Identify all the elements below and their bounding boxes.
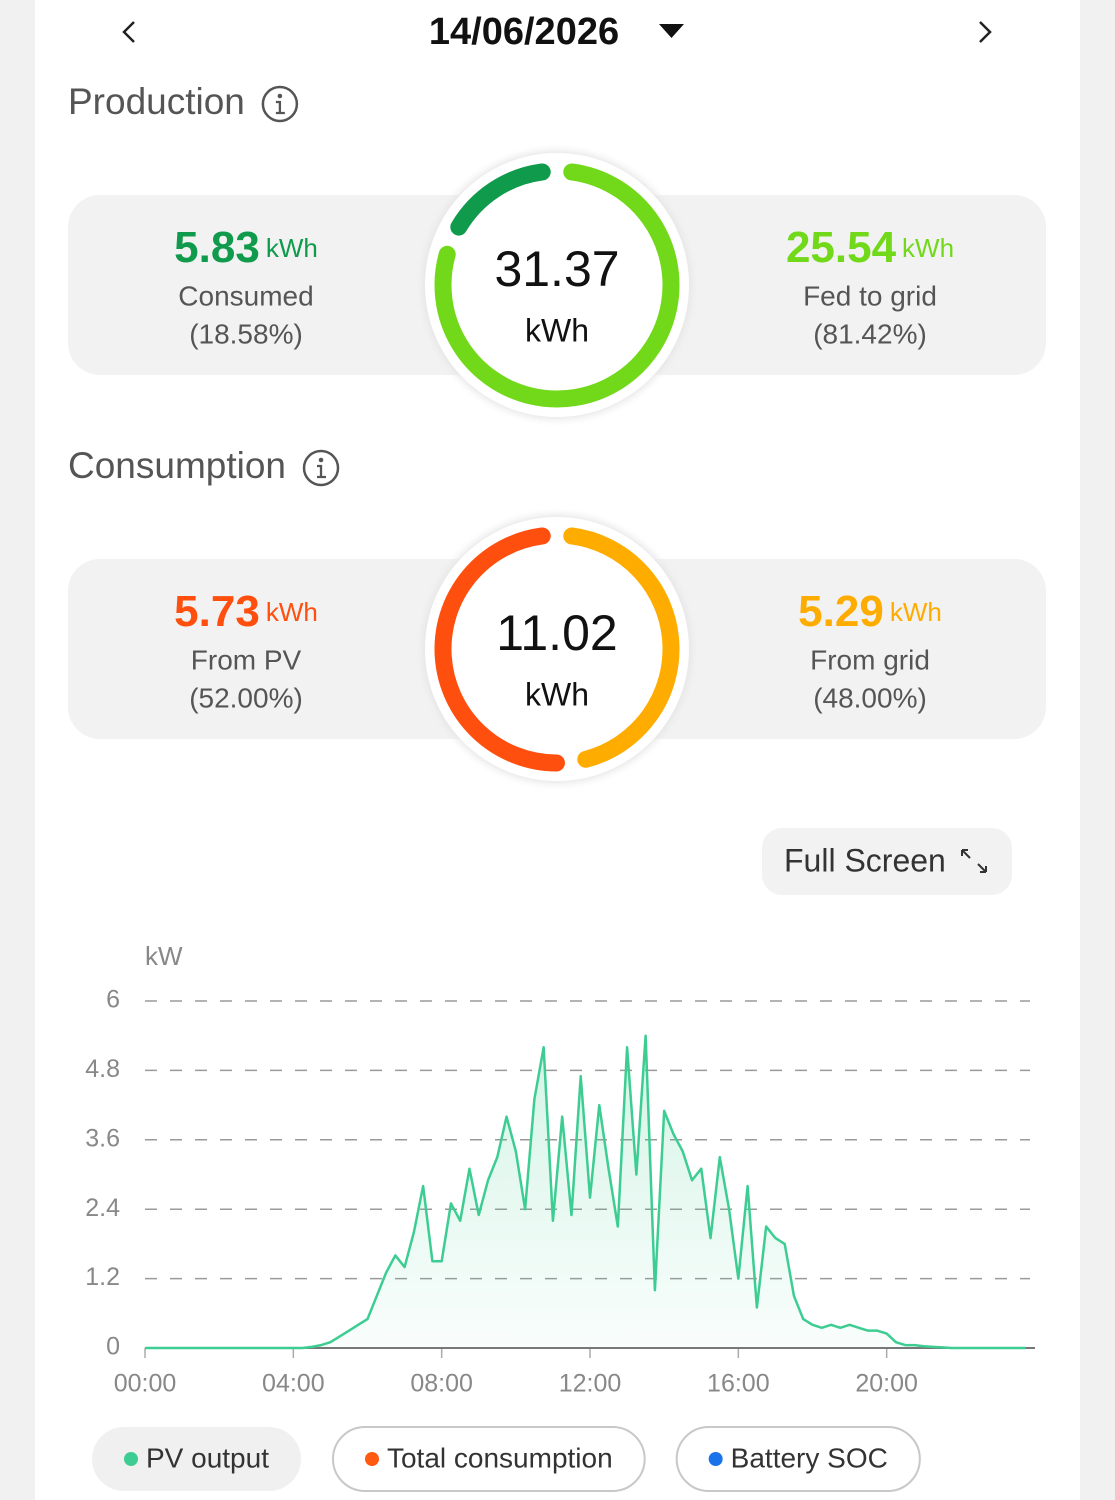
amount-label: Consumed <box>178 280 313 311</box>
amount-share: (52.00%) <box>189 682 303 713</box>
gauge-arc <box>434 163 680 408</box>
amount-unit: kWh <box>890 597 942 627</box>
line-area <box>145 1035 1026 1348</box>
amount-unit: kWh <box>902 233 954 263</box>
amount-share: (48.00%) <box>813 682 927 713</box>
next-day[interactable] <box>979 21 992 43</box>
y-tick-label: 0 <box>106 1333 120 1361</box>
amount: 5.83 kWh <box>174 223 318 272</box>
info-icon-dot <box>318 457 324 463</box>
legend-label[interactable]: PV output <box>146 1442 269 1473</box>
y-tick-label: 3.6 <box>85 1124 120 1152</box>
gauge-arc <box>450 163 551 236</box>
x-tick-label: 20:00 <box>855 1370 918 1398</box>
section-title: Production <box>68 81 245 122</box>
x-tick-label: 00:00 <box>114 1370 177 1398</box>
date-dropdown[interactable] <box>659 24 684 38</box>
legend-item[interactable]: Total consumption <box>331 1426 646 1492</box>
date[interactable]: 14/06/2026 <box>429 11 619 53</box>
y-tick-label: 2.4 <box>85 1194 120 1222</box>
y-axis-label: kW <box>145 941 183 971</box>
legend-label[interactable]: Battery SOC <box>731 1442 888 1473</box>
gauge-arc <box>563 527 680 768</box>
x-tick-label: 12:00 <box>559 1370 622 1398</box>
gauge-total: 31.37 <box>494 241 619 297</box>
y-tick-label: 6 <box>106 986 120 1014</box>
legend-pill[interactable] <box>92 1427 301 1491</box>
info-icon[interactable] <box>261 85 299 123</box>
legend-label[interactable]: Total consumption <box>387 1442 613 1473</box>
gauge-arc <box>434 527 565 772</box>
y-tick-label: 1.2 <box>85 1263 120 1291</box>
y-tick-label: 4.8 <box>85 1055 120 1083</box>
amount: 25.54 kWh <box>786 223 954 272</box>
amount-share: (18.58%) <box>189 318 303 349</box>
x-tick-label: 16:00 <box>707 1370 770 1398</box>
amount-value: 25.54 <box>786 223 897 272</box>
amount-unit: kWh <box>266 597 318 627</box>
amount-value: 5.83 <box>174 223 260 272</box>
gauge-bg <box>425 153 689 417</box>
button-label[interactable]: Full Screen <box>784 842 946 878</box>
legend-dot[interactable] <box>364 1452 379 1466</box>
legend-pill[interactable] <box>331 1426 646 1492</box>
amount-unit: kWh <box>266 233 318 263</box>
line <box>145 1034 1026 1350</box>
section-title: Consumption <box>68 445 286 486</box>
legend-item[interactable]: PV output <box>92 1427 301 1491</box>
expand-icon[interactable] <box>961 849 987 873</box>
amount-value: 5.29 <box>798 587 884 636</box>
gauge-bg <box>425 517 689 781</box>
legend-pill[interactable] <box>675 1426 921 1492</box>
amount-label: From PV <box>191 644 302 675</box>
gauge-unit: kWh <box>525 312 589 348</box>
gauge-total: 11.02 <box>496 605 617 661</box>
x-tick-label: 08:00 <box>410 1370 473 1398</box>
amount-label: Fed to grid <box>803 280 937 311</box>
legend-item[interactable]: Battery SOC <box>675 1426 921 1492</box>
gauge-unit: kWh <box>525 676 589 712</box>
button-bg[interactable] <box>762 828 1012 895</box>
full-screen-button[interactable]: Full Screen <box>762 828 1012 895</box>
info-icon-bar <box>317 464 327 479</box>
amount-value: 5.73 <box>174 587 260 636</box>
info-icon-dot <box>277 93 283 99</box>
info-icon-bar <box>275 100 285 115</box>
amount-label: From grid <box>810 644 930 675</box>
amount: 5.73 kWh <box>174 587 318 636</box>
x-tick-label: 04:00 <box>262 1370 325 1398</box>
legend-dot[interactable] <box>124 1452 138 1466</box>
prev-day[interactable] <box>122 21 135 43</box>
amount: 5.29 kWh <box>798 587 942 636</box>
legend-dot[interactable] <box>708 1452 723 1466</box>
info-icon[interactable] <box>302 449 340 487</box>
amount-share: (81.42%) <box>813 318 927 349</box>
